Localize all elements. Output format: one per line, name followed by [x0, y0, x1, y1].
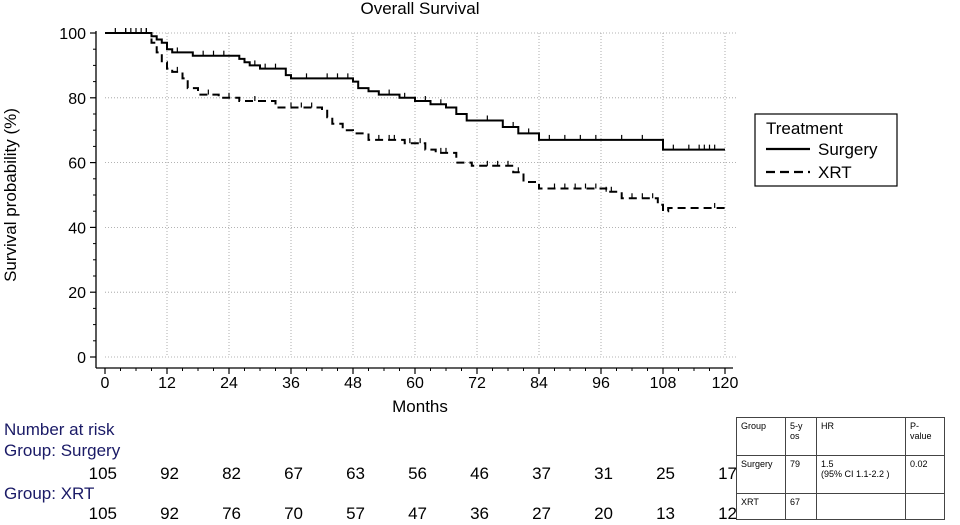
stats-header-p: P-value	[905, 417, 945, 456]
y-tick-label: 100	[59, 26, 86, 43]
risk-value: 57	[346, 504, 365, 523]
x-tick-label: 60	[406, 375, 424, 392]
legend: Treatment Surgery XRT	[754, 113, 898, 187]
risk-value: 105	[88, 504, 117, 523]
x-tick-label: 24	[220, 375, 238, 392]
y-tick-label: 80	[68, 91, 86, 108]
x-axis-label: Months	[392, 397, 448, 416]
stats-header-hr: HR	[816, 417, 906, 456]
stats-header-group: Group	[736, 417, 786, 456]
stats-row-xrt: XRT 67	[736, 493, 945, 520]
stats-cell-group: XRT	[736, 493, 786, 520]
risk-value: 56	[408, 464, 427, 483]
stats-cell-hr: 1.5 (95% CI 1.1-2.2 )	[816, 455, 906, 494]
stats-cell-p	[905, 493, 945, 520]
stats-cell-os: 79	[785, 455, 817, 494]
risk-table-title: Number at risk	[4, 420, 115, 439]
grid	[105, 32, 737, 358]
y-tick-label: 40	[68, 220, 86, 237]
risk-value: 13	[656, 504, 675, 523]
y-tick-label: 60	[68, 156, 86, 173]
x-tick-label: 72	[468, 375, 486, 392]
risk-row-surgery: 105 92 82 67 63 56 46 37 31 25 17	[0, 464, 740, 484]
risk-value: 92	[160, 504, 179, 523]
stats-cell-group: Surgery	[736, 455, 786, 494]
risk-value: 36	[470, 504, 489, 523]
risk-value: 37	[532, 464, 551, 483]
series-line-surgery	[105, 32, 725, 151]
x-tick-label: 108	[650, 375, 677, 392]
legend-label-xrt: XRT	[818, 163, 852, 182]
axes: 0 20 40 60 80 100 0 12 24 36 48 60 72 84 96 108 120	[59, 26, 738, 392]
risk-value: 76	[222, 504, 241, 523]
y-axis-label: Survival probability (%)	[1, 108, 20, 282]
risk-value: 17	[718, 464, 737, 483]
stats-header-os: 5-y os	[785, 417, 817, 456]
x-tick-label: 36	[282, 375, 300, 392]
x-tick-label: 12	[158, 375, 176, 392]
risk-row-xrt: 105 92 76 70 57 47 36 27 20 13 12	[0, 504, 740, 524]
stats-cell-p: 0.02	[905, 455, 945, 494]
x-tick-label: 96	[592, 375, 610, 392]
stats-row-surgery: Surgery 79 1.5 (95% CI 1.1-2.2 ) 0.02	[736, 455, 945, 494]
stats-cell-os: 67	[785, 493, 817, 520]
x-tick-label: 48	[344, 375, 362, 392]
legend-label-surgery: Surgery	[818, 140, 878, 159]
risk-value: 25	[656, 464, 675, 483]
x-tick-label: 0	[101, 375, 110, 392]
risk-value: 63	[346, 464, 365, 483]
y-tick-label: 20	[68, 285, 86, 302]
chart-title: Overall Survival	[360, 0, 479, 18]
legend-title: Treatment	[766, 119, 843, 138]
risk-group-label-xrt: Group: XRT	[4, 484, 95, 503]
stats-cell-hr	[816, 493, 906, 520]
risk-group-label-surgery: Group: Surgery	[4, 441, 121, 460]
risk-value: 92	[160, 464, 179, 483]
risk-value: 31	[594, 464, 613, 483]
risk-value: 20	[594, 504, 613, 523]
risk-value: 82	[222, 464, 241, 483]
risk-value: 27	[532, 504, 551, 523]
risk-value: 46	[470, 464, 489, 483]
survival-chart: Overall Survival Survival probability (%…	[1, 0, 898, 416]
y-tick-label: 0	[77, 350, 86, 367]
stats-table: Group 5-y os HR P-value Surgery 79 1.5 (…	[736, 417, 945, 520]
x-tick-label: 84	[530, 375, 548, 392]
stats-cell-hr-value: 1.5	[821, 459, 834, 469]
risk-value: 67	[284, 464, 303, 483]
stats-cell-hr-ci: (95% CI 1.1-2.2 )	[821, 469, 890, 479]
risk-value: 47	[408, 504, 427, 523]
series-line-xrt	[105, 32, 725, 213]
stats-header-row: Group 5-y os HR P-value	[736, 417, 945, 456]
x-tick-label: 120	[712, 375, 739, 392]
risk-value: 70	[284, 504, 303, 523]
risk-value: 12	[718, 504, 737, 523]
risk-value: 105	[88, 464, 117, 483]
series-layer	[105, 28, 725, 213]
